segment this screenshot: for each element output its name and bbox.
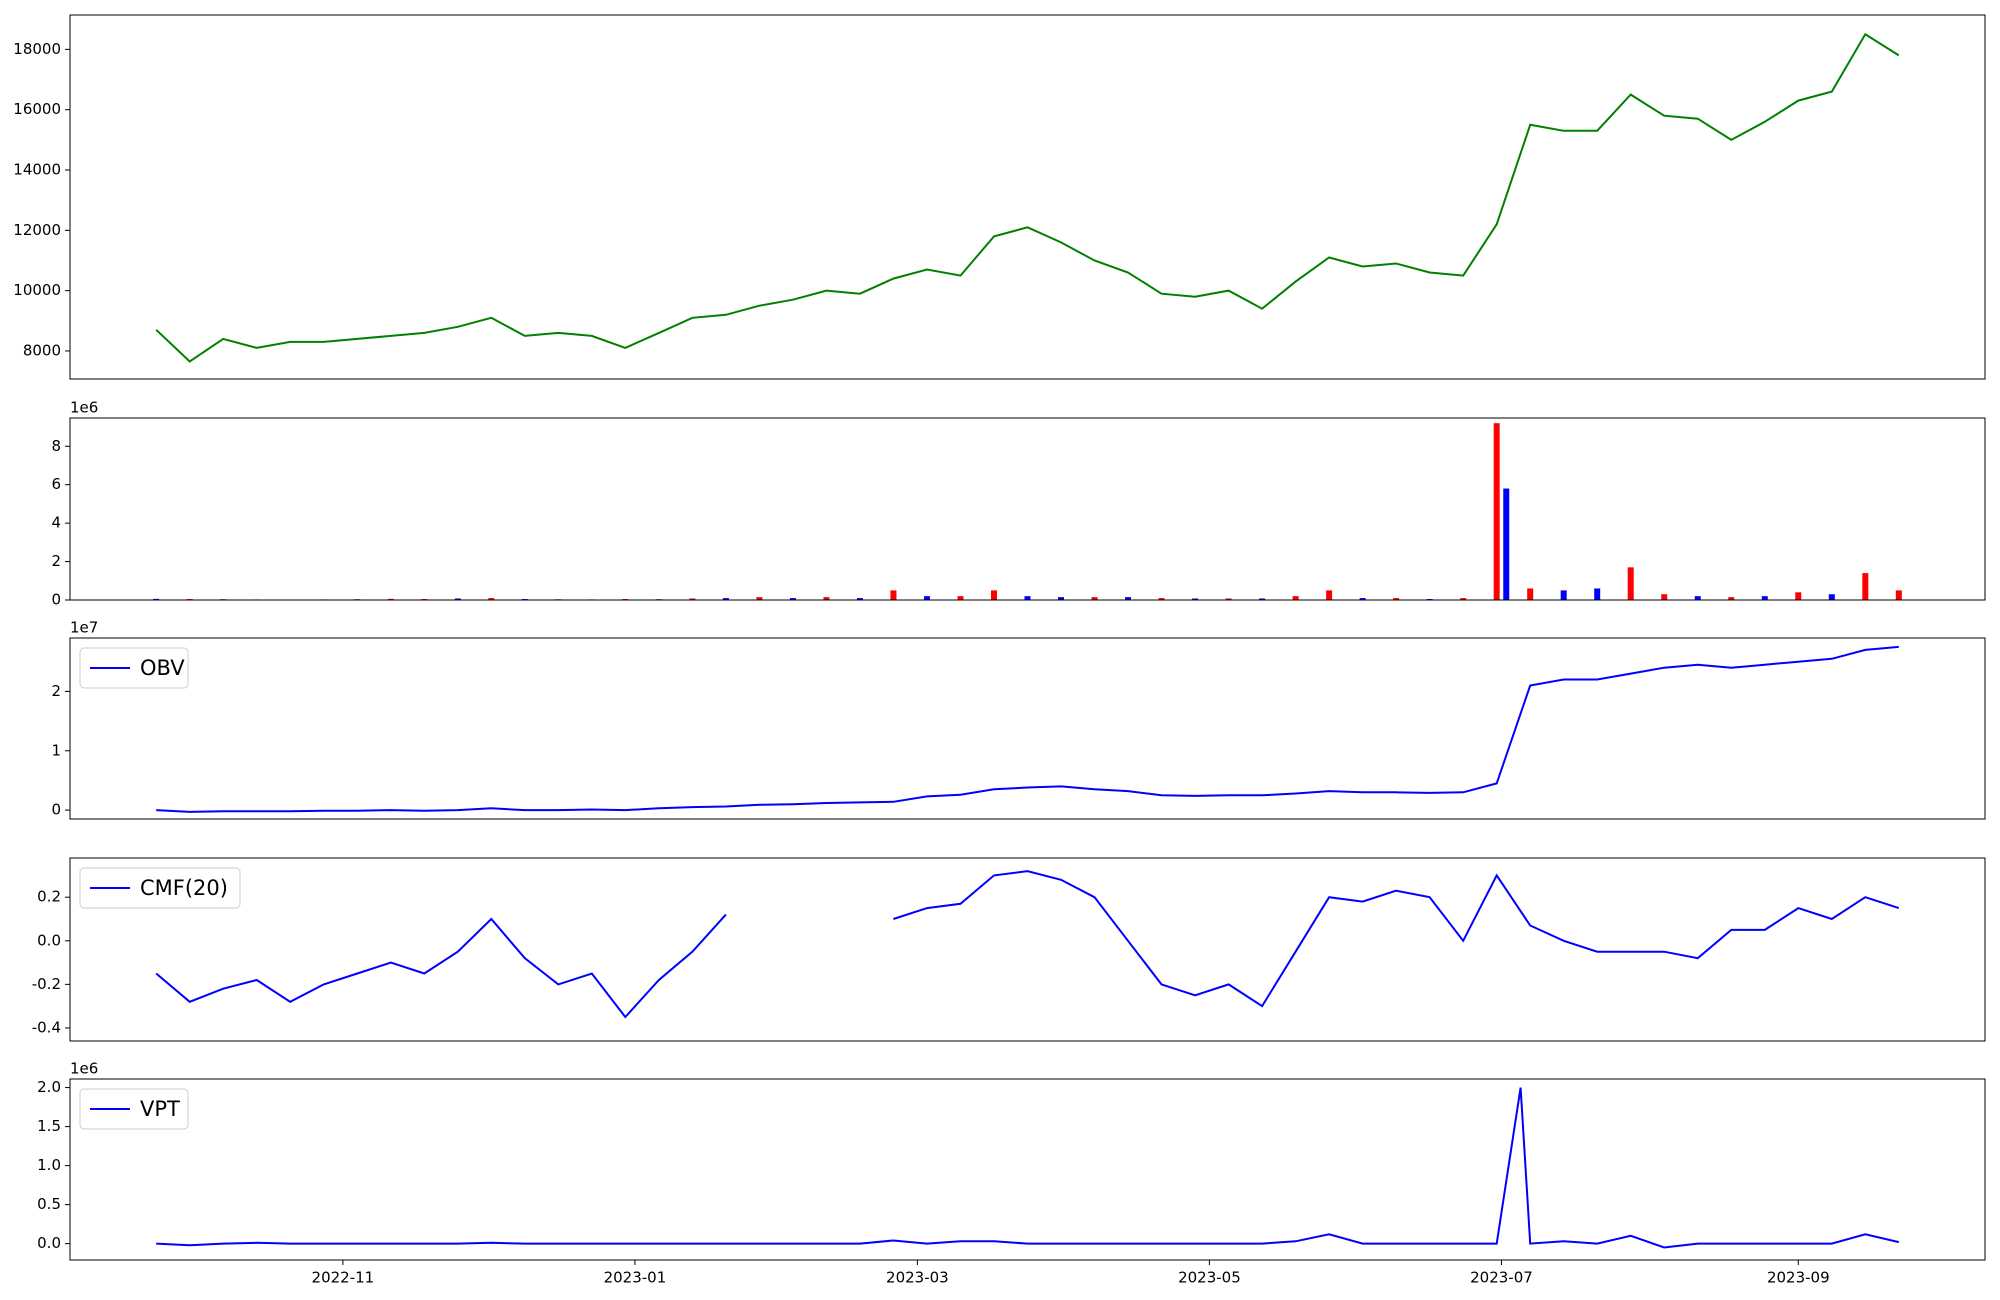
x-tick-label: 2022-11 [312, 1269, 375, 1287]
bar [1527, 588, 1534, 600]
bar [789, 598, 796, 600]
bar [1091, 597, 1098, 600]
bar [1460, 598, 1467, 600]
bar [1828, 594, 1835, 600]
bar [823, 597, 830, 600]
bar [1862, 573, 1869, 600]
bar [153, 598, 160, 600]
bar [1158, 598, 1165, 600]
data-line [156, 1087, 1900, 1249]
axis-offset: 1e6 [70, 1060, 98, 1078]
axis-offset: 1e6 [70, 399, 98, 417]
y-tick-label: 0 [51, 801, 61, 819]
y-tick-label: 10000 [13, 281, 61, 299]
axes-frame [69, 417, 1986, 601]
legend-box [79, 867, 241, 909]
bar [856, 598, 863, 600]
y-tick-label: 0 [51, 591, 61, 609]
y-tick-label: -0.4 [32, 1018, 61, 1036]
bar [990, 590, 997, 600]
bar [454, 598, 461, 600]
y-tick-label: 0.5 [37, 1195, 61, 1213]
y-tick-label: 0.0 [37, 931, 61, 949]
bar [1393, 598, 1400, 600]
y-tick-label: -0.2 [32, 975, 61, 993]
y-tick-label: 1 [51, 741, 61, 759]
data-line [155, 870, 1900, 1019]
bar [1058, 597, 1065, 600]
bar [756, 597, 763, 600]
bar [1728, 597, 1735, 600]
y-tick-label: 2 [51, 682, 61, 700]
axes-frame [69, 857, 1986, 1042]
bar [689, 598, 696, 600]
bar [923, 596, 930, 600]
bar [1795, 592, 1802, 600]
bar [1761, 596, 1768, 600]
bar [488, 598, 495, 600]
bar [1259, 598, 1266, 600]
bar [1024, 596, 1031, 600]
bar [1895, 590, 1902, 600]
y-tick-label: 1.5 [37, 1117, 61, 1135]
legend-label: CMF(20) [140, 876, 228, 900]
bar [1560, 590, 1567, 600]
y-tick-label: 16000 [13, 100, 61, 118]
legend-label: OBV [140, 656, 185, 680]
y-tick-label: 18000 [13, 40, 61, 58]
data-line [156, 645, 1899, 813]
y-tick-label: 2 [51, 552, 61, 570]
bar [1627, 567, 1634, 600]
legend-box [79, 647, 189, 689]
x-tick-label: 2023-07 [1470, 1269, 1533, 1287]
y-tick-label: 14000 [13, 161, 61, 179]
legend-box [79, 1088, 189, 1130]
bar [1694, 596, 1701, 600]
bar [1359, 598, 1366, 600]
axes-frame [69, 1078, 1986, 1261]
bar [1292, 596, 1299, 600]
y-tick-label: 0.2 [37, 888, 61, 906]
y-tick-label: 4 [51, 514, 61, 532]
legend-label: VPT [140, 1097, 180, 1121]
axes-frame [69, 637, 1986, 820]
bar [957, 596, 964, 600]
bar [387, 598, 394, 600]
x-tick-label: 2023-05 [1178, 1269, 1241, 1287]
bar [1661, 594, 1668, 600]
y-tick-label: 0.0 [37, 1234, 61, 1252]
x-tick-label: 2023-03 [886, 1269, 949, 1287]
bar [722, 598, 729, 600]
bar [1503, 488, 1510, 600]
axis-offset: 1e7 [70, 619, 98, 637]
axes-frame [69, 14, 1986, 380]
y-tick-label: 6 [51, 475, 61, 493]
bar [1326, 590, 1333, 600]
bar [1225, 598, 1232, 600]
bar [1125, 597, 1132, 600]
x-tick-label: 2023-01 [604, 1269, 667, 1287]
x-tick-label: 2023-09 [1767, 1269, 1830, 1287]
data-line [155, 32, 1900, 363]
y-tick-label: 8 [51, 437, 61, 455]
bar [1493, 423, 1500, 600]
y-tick-label: 2.0 [37, 1078, 61, 1096]
bar [890, 590, 897, 600]
bar [1192, 598, 1199, 600]
y-tick-label: 12000 [13, 221, 61, 239]
y-tick-label: 1.0 [37, 1156, 61, 1174]
y-tick-label: 8000 [23, 341, 61, 359]
bar [1594, 588, 1601, 600]
